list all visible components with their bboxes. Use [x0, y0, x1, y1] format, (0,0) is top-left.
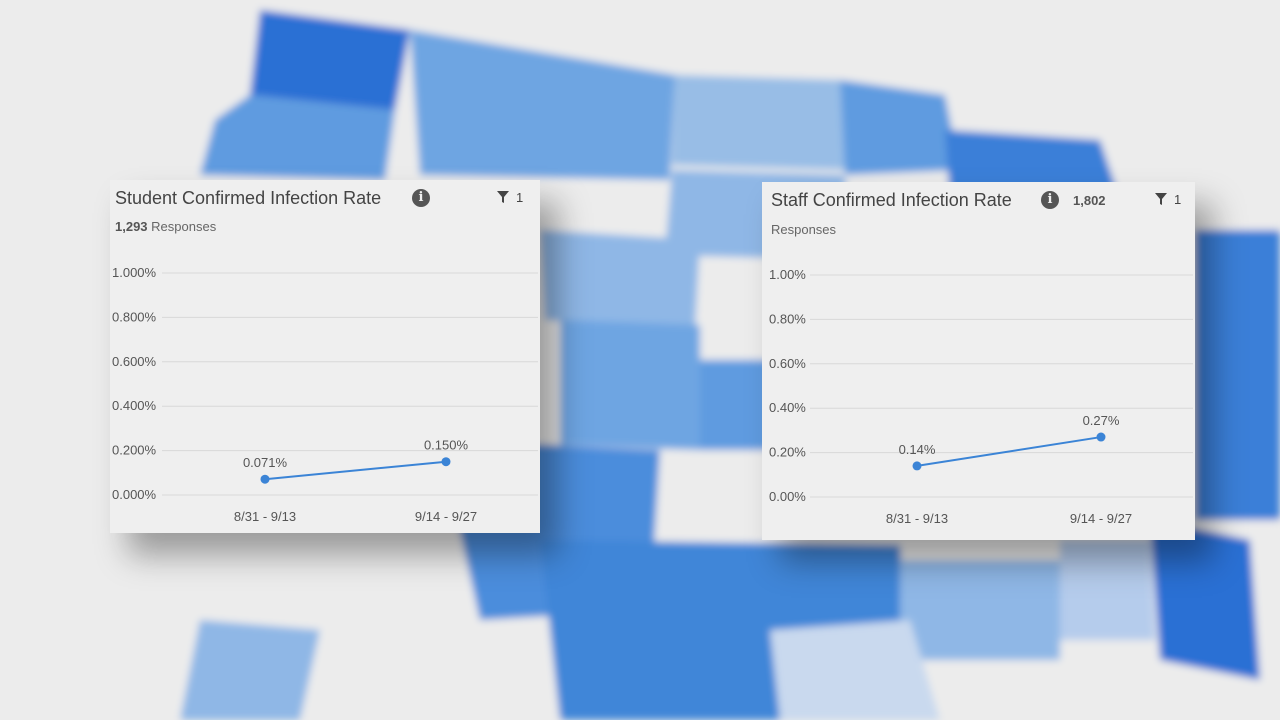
series-line	[264, 460, 447, 481]
card-title: Student Confirmed Infection Rate	[115, 188, 382, 208]
y-tick-label: 0.20%	[769, 445, 806, 460]
student-line-chart: 1.000% 0.800% 0.600% 0.400% 0.200% 0.000% 8/31…	[112, 265, 538, 524]
filter-icon	[497, 191, 509, 203]
y-tick-label: 0.000%	[112, 487, 157, 502]
staff-infection-card: Staff Confirmed Infection Rate i 1,802 1…	[762, 182, 1195, 540]
y-tick-label: 1.00%	[769, 267, 806, 282]
card-title: Staff Confirmed Infection Rate	[771, 190, 1012, 210]
staff-line-chart: 1.00% 0.80% 0.60% 0.40% 0.20% 0.00% 8/31 - 9/1…	[769, 267, 1193, 526]
y-tick-label: 0.800%	[112, 309, 157, 324]
data-label: 0.071%	[243, 455, 288, 470]
responses-line: 1,293 Responses	[115, 219, 216, 234]
data-label: 0.150%	[424, 438, 469, 453]
responses-count: 1,293	[115, 219, 148, 234]
x-tick-label: 9/14 - 9/27	[1070, 511, 1132, 526]
responses-label: Responses	[151, 219, 217, 234]
data-point	[441, 457, 451, 467]
data-point	[912, 461, 922, 471]
responses-label: Responses	[771, 222, 837, 237]
responses-count: 1,802	[1073, 193, 1106, 208]
y-tick-label: 0.40%	[769, 400, 806, 415]
series-line	[916, 436, 1102, 467]
y-tick-label: 1.000%	[112, 265, 157, 280]
filter-icon	[1155, 193, 1167, 205]
filter-button[interactable]: 1	[1154, 192, 1181, 207]
x-tick-label: 9/14 - 9/27	[415, 509, 477, 524]
data-label: 0.14%	[899, 442, 936, 457]
y-tick-label: 0.200%	[112, 443, 157, 458]
x-tick-label: 8/31 - 9/13	[234, 509, 296, 524]
info-icon[interactable]: i	[1041, 191, 1059, 209]
filter-count: 1	[1174, 192, 1182, 207]
info-icon[interactable]: i	[412, 189, 430, 207]
y-tick-label: 0.80%	[769, 311, 806, 326]
data-point	[1096, 432, 1106, 442]
filter-button[interactable]: 1	[496, 190, 523, 205]
y-tick-label: 0.00%	[769, 489, 806, 504]
student-infection-card: Student Confirmed Infection Rate i 1 1,2…	[110, 180, 540, 533]
data-label: 0.27%	[1083, 413, 1120, 428]
y-tick-label: 0.60%	[769, 356, 806, 371]
filter-count: 1	[516, 190, 524, 205]
x-tick-label: 8/31 - 9/13	[886, 511, 948, 526]
data-point	[260, 474, 270, 484]
y-tick-label: 0.400%	[112, 398, 157, 413]
y-tick-label: 0.600%	[112, 354, 157, 369]
